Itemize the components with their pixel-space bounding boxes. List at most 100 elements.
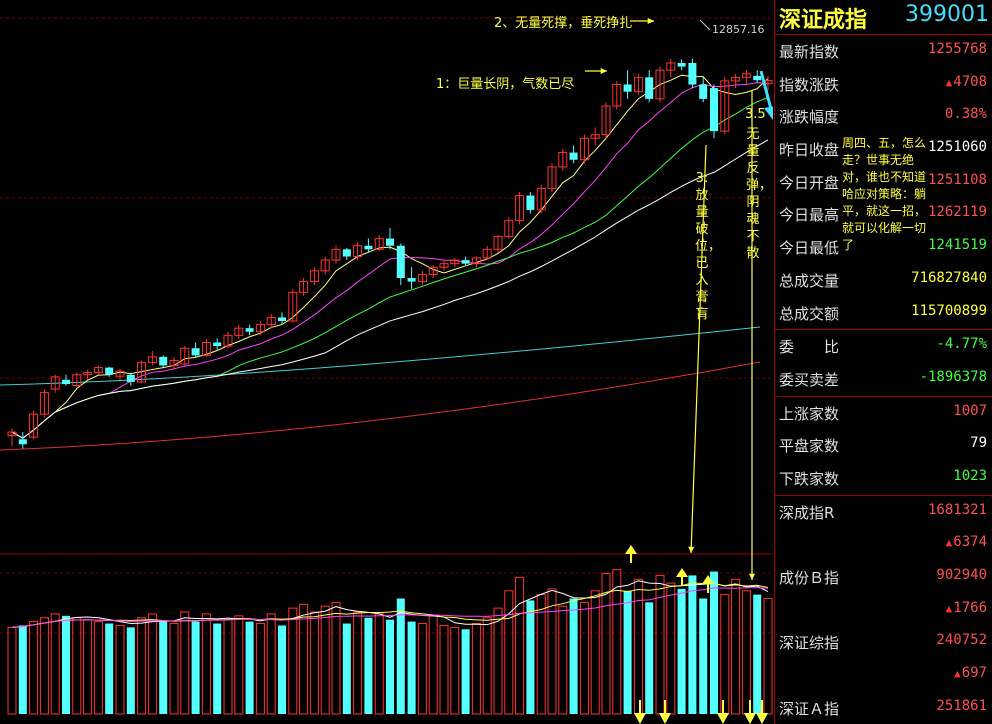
candle-body [7,431,17,437]
candle-body [439,263,449,268]
volume-bar [234,615,244,715]
candle-body [278,317,286,321]
volume-bar [579,601,589,715]
quote-row: 总成交额 115700899 [775,297,992,330]
candle-body [547,166,557,189]
volume-bar [439,624,449,715]
quote-row: 深证Ａ指 251861 [775,692,992,724]
quote-label: 深证Ａ指 [779,699,840,718]
quote-row: 委 比 -4.77% [775,329,992,363]
candle-body [342,249,351,257]
volume-bar [710,571,718,714]
volume-bar [482,617,492,715]
candle-body [731,76,741,82]
candle-body [741,73,751,78]
candle-body [710,88,718,132]
volume-bar [374,613,384,715]
candle-body [655,69,665,100]
quote-panel: 深证成指 399001 最新指数 1255768 指数涨跌 4708 涨跌幅度 0.38%… [774,0,992,724]
quote-value: 115700899 [911,302,987,319]
quote-label: 总成交额 [779,304,840,323]
quote-row: 平盘家数 79 [775,429,992,462]
volume-bar [763,598,773,715]
quote-value: 6374 [946,534,987,550]
ma-line-10 [11,82,769,439]
candle-body [688,63,697,85]
candle-body [39,392,49,415]
candle-body [169,359,179,366]
candle-body [623,84,632,92]
volume-bar [364,617,373,714]
volume-down-arrow-head [717,713,729,724]
volume-bar [753,594,762,714]
candle-body [50,376,60,390]
candle-body [417,273,427,283]
candle-body [407,278,416,282]
volume-bar [50,613,60,715]
volume-bar [493,607,503,715]
candle-body [633,76,643,93]
candle-body [428,266,438,275]
candle-body [266,316,276,326]
quote-label: 总成交量 [779,271,840,290]
volume-bar [623,590,632,714]
candle-body [83,372,93,376]
quote-value: 240752 [936,632,987,649]
volume-bar [590,590,600,715]
quote-row: 深成指R 1681321 [775,494,992,529]
index-name: 深证成指 [779,8,868,33]
quote-label: 上涨家数 [779,404,840,423]
volume-bar [18,625,27,714]
quote-value: 4708 [946,74,987,90]
volume-up-arrow-head [702,575,714,584]
volume-bar [677,588,686,714]
volume-bar [353,611,363,715]
volume-bar [255,623,265,715]
candle-body [201,342,211,356]
candle-body [590,134,600,139]
volume-bar [159,621,168,714]
peak-label: 12857.16 [712,23,765,36]
candle-body [255,324,265,333]
quote-label: 今日开盘 [779,173,840,192]
volume-bar [731,578,741,715]
volume-bar [201,613,211,715]
quote-value: 902940 [936,567,987,583]
quote-row: 今日开盘 1251108 [775,166,992,199]
note-3-5-num: 3.5 [745,107,766,122]
quote-row: 深证综指 240752 [775,626,992,659]
volume-bar [504,590,514,715]
volume-bar [7,626,17,715]
arrow-note-3-head [688,546,695,553]
candle-body [386,238,394,246]
candle-body [677,63,686,67]
candles [7,58,773,449]
candle-body [159,356,168,366]
candle-body [115,370,125,377]
arrow-note-1-head [600,67,607,75]
quote-label: 成份Ｂ指 [779,569,840,587]
quote-label: 深证综指 [779,634,840,653]
strategy-note: 周四、五，怎么走？世事无绝对，谁也不知道哈应对策略：躺平，就这一招，就可以化解一… [842,135,930,254]
note-3-5: 无量反弹，阴魂不散 [746,127,773,261]
volume-bar [115,624,125,715]
index-code: 399001 [905,2,989,27]
quote-value: 79 [970,435,987,452]
quote-label: 平盘家数 [779,437,840,456]
candle-body [753,75,762,81]
quote-row: 昨日收盘 1251060 [775,133,992,166]
volume-bar [407,621,416,714]
volume-bar [278,625,286,714]
candle-body [331,248,341,261]
candle-body [72,374,82,386]
volume-down-arrow-head [756,713,768,724]
quote-value: 1262119 [927,204,987,221]
volume-bar [93,621,103,715]
candle-body [29,413,39,438]
volume-bar [547,588,557,715]
ma-line-120 [0,326,761,386]
candle-body [482,248,492,259]
quote-label: 最新指数 [779,43,840,61]
candle-body [579,137,589,161]
quote-value: -1896378 [919,368,987,385]
